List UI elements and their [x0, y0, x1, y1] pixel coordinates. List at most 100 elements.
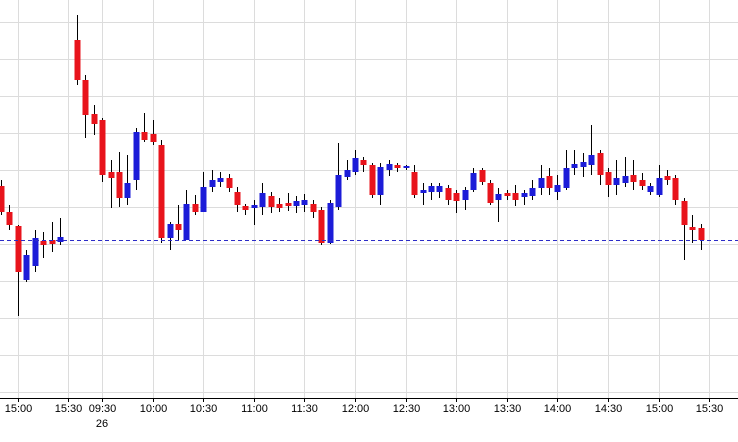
candle-body [150, 134, 157, 142]
candle-body [597, 153, 604, 175]
candle-body [664, 176, 671, 180]
candle-body [116, 172, 123, 198]
candle-body [23, 255, 30, 280]
candle-body [605, 172, 612, 185]
x-tick-label: 09:30 [89, 403, 117, 415]
candle-body [242, 206, 249, 210]
x-tick-label: 11:30 [291, 403, 318, 415]
candle-body [310, 204, 317, 212]
candle-body [32, 238, 39, 266]
candle-body [630, 175, 637, 182]
candle-body [394, 165, 401, 168]
candle-body [344, 170, 351, 177]
candle-body [445, 188, 452, 200]
candle-body [268, 196, 275, 207]
x-tick-label: 11:00 [241, 403, 268, 415]
candle-body [436, 186, 443, 192]
candle-body [360, 160, 367, 165]
candle-body [672, 178, 679, 200]
candle-body [99, 120, 106, 175]
candle-body [428, 186, 435, 192]
candle-body [470, 173, 477, 190]
candle-body [453, 193, 460, 201]
candle-body [546, 176, 553, 188]
candle-body [49, 240, 56, 244]
x-tick-label: 14:30 [595, 403, 623, 415]
candle-body [369, 165, 376, 195]
candle-body [327, 203, 334, 243]
candle-body [512, 193, 519, 200]
x-tick-label: 13:30 [494, 403, 522, 415]
candle-body [420, 190, 427, 193]
candle-body [318, 210, 325, 243]
candle-body [301, 200, 308, 205]
candle-body [538, 178, 545, 188]
candle-body [91, 114, 98, 124]
x-tick-label: 15:30 [55, 403, 83, 415]
x-tick-label: 10:30 [190, 403, 218, 415]
candle-body [622, 176, 629, 183]
candle-body [352, 158, 359, 172]
candle-body [386, 164, 393, 170]
candle-body [529, 188, 536, 196]
x-tick-label: 13:00 [443, 403, 471, 415]
candle-body [57, 237, 64, 242]
candle-body [217, 178, 224, 182]
candle-body [209, 180, 216, 187]
candle-body [377, 167, 384, 195]
candle-body [403, 166, 410, 168]
x-tick-label: 15:00 [646, 403, 674, 415]
candle-body [495, 194, 502, 200]
candle-body [192, 204, 199, 212]
candle-body [563, 168, 570, 188]
candle-body [554, 185, 561, 192]
candle-body [108, 172, 115, 178]
candle-body [133, 132, 140, 180]
candle-body [335, 175, 342, 207]
candle-body [521, 193, 528, 197]
x-tick-label: 12:00 [342, 403, 370, 415]
candle-body [285, 203, 292, 206]
candle-body [487, 183, 494, 203]
candle-body [124, 183, 131, 198]
candle-body [276, 204, 283, 208]
x-tick-label: 10:00 [140, 403, 168, 415]
candle-body [571, 164, 578, 168]
candle-body [15, 226, 22, 272]
candle-body [40, 241, 47, 245]
candle-body [656, 178, 663, 195]
candle-body [647, 186, 654, 192]
x-tick-label: 15:00 [5, 403, 33, 415]
candle-body [259, 193, 266, 207]
date-label: 26 [96, 418, 108, 430]
candle-body [183, 204, 190, 240]
candle-body [698, 228, 705, 240]
candle-body [504, 193, 511, 196]
candle-body [82, 80, 89, 115]
x-tick-label: 12:30 [393, 403, 421, 415]
candle-body [681, 201, 688, 225]
candle-body [234, 192, 241, 205]
candle-body [74, 40, 81, 80]
x-tick-label: 15:30 [696, 403, 724, 415]
candle-body [0, 186, 5, 212]
candle-body [639, 180, 646, 186]
candle-body [462, 190, 469, 200]
candle-body [167, 224, 174, 238]
candle-body [293, 201, 300, 206]
candle-body [613, 178, 620, 185]
candle-body [158, 145, 165, 238]
candle-body [226, 178, 233, 188]
x-tick-label: 14:00 [544, 403, 572, 415]
candle-body [251, 205, 258, 208]
candle-body [200, 187, 207, 212]
candle-body [588, 155, 595, 165]
candle-body [411, 172, 418, 195]
candle-body [580, 162, 587, 167]
candle-body [175, 224, 182, 230]
candle-body [689, 227, 696, 230]
candle-body [6, 212, 13, 225]
candle-body [141, 132, 148, 140]
